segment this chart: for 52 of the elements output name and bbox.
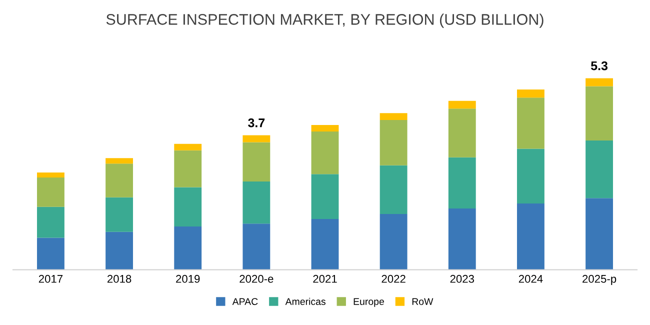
bar — [586, 198, 613, 270]
bar — [448, 108, 476, 158]
bar — [517, 90, 544, 98]
bar — [37, 177, 64, 207]
bar — [174, 144, 202, 150]
bar — [380, 214, 408, 270]
bar — [106, 197, 133, 232]
bar — [242, 181, 270, 224]
x-tick-label: 2017 — [38, 274, 63, 283]
bar — [448, 100, 476, 109]
bar — [106, 164, 133, 198]
bar — [517, 98, 544, 149]
annotation: 5.3 — [590, 61, 608, 70]
bar — [242, 135, 270, 142]
x-tick-label: 2024 — [518, 274, 543, 283]
bar — [311, 174, 339, 219]
x-tick-label: 2019 — [176, 274, 200, 283]
bar — [311, 219, 339, 270]
bar — [242, 142, 270, 182]
x-tick-label: 2025-p — [582, 274, 616, 285]
annotation: 3.7 — [248, 118, 265, 128]
bar — [448, 208, 476, 270]
bar — [380, 165, 408, 214]
x-tick-label: 2018 — [107, 274, 132, 283]
bar — [380, 120, 408, 166]
bar — [242, 224, 270, 270]
x-tick-label: 2023 — [450, 274, 474, 283]
bar — [174, 226, 202, 270]
legend-label: Europe — [354, 298, 384, 307]
bar — [517, 148, 544, 204]
legend-label: APAC — [232, 298, 258, 305]
bar — [174, 150, 202, 188]
bar — [174, 187, 202, 226]
bar — [380, 113, 408, 120]
bar — [37, 172, 64, 178]
bar — [586, 86, 613, 140]
bar — [106, 232, 133, 270]
chart-title: SURFACE INSPECTION MARKET, BY REGION (USD BILLION) — [106, 14, 544, 28]
bar — [37, 206, 64, 238]
x-tick-label: 2021 — [313, 274, 337, 283]
bar — [448, 157, 476, 208]
bar — [37, 238, 64, 270]
x-tick-label: 2020-e — [240, 274, 274, 283]
bar — [586, 140, 613, 198]
legend-label: RoW — [412, 298, 434, 305]
bar — [586, 78, 613, 86]
bar — [311, 131, 339, 174]
bar — [106, 158, 133, 164]
x-tick-label: 2022 — [382, 274, 406, 283]
bar — [311, 124, 339, 132]
legend-label: Americas — [285, 298, 326, 305]
bar — [517, 203, 544, 270]
